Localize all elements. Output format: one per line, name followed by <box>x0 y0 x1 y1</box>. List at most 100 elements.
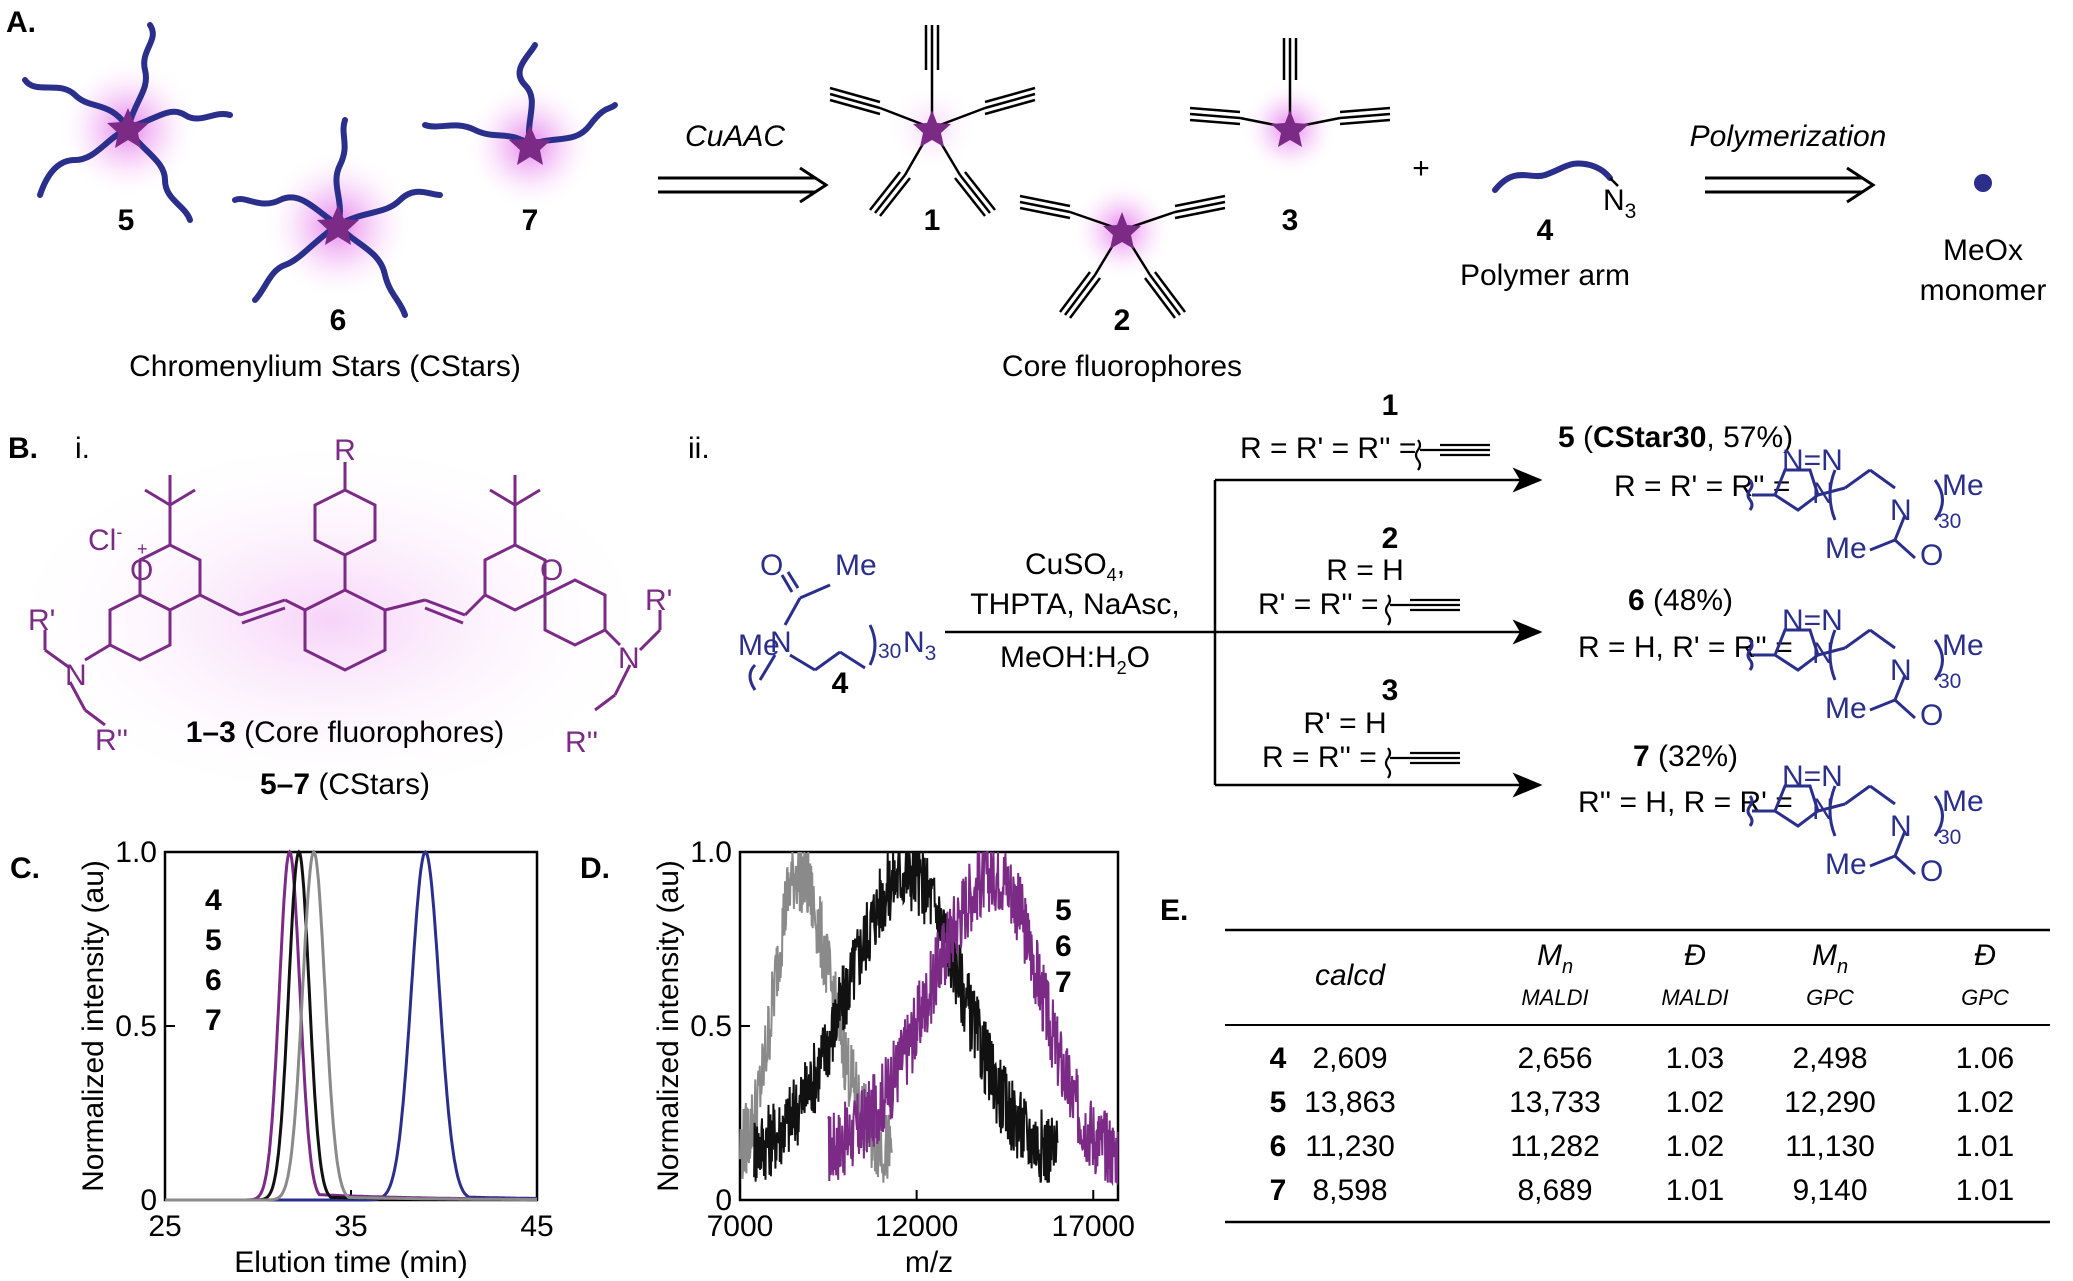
panel-b: B. i. ii. <box>0 389 1984 888</box>
panel-c-label: C. <box>10 852 40 885</box>
triazole-o: O <box>1920 539 1943 572</box>
x-axis-label: m/z <box>905 1246 953 1279</box>
star-id-7: 7 <box>522 204 539 237</box>
struct-r: R <box>334 434 356 467</box>
table-header: Mn <box>1812 939 1848 978</box>
branch-core-2: 2 <box>1382 522 1399 555</box>
legend-entry-5: 5 <box>205 924 222 957</box>
row-id: 5 <box>1270 1086 1287 1119</box>
reagent-n: N <box>770 626 792 659</box>
reagent-id-4: 4 <box>832 667 849 700</box>
row-id: 7 <box>1270 1174 1287 1207</box>
table-cell: 2,609 <box>1312 1042 1387 1075</box>
struct-cl: Cl- <box>88 522 122 557</box>
struct-caption-2: 5–7 (CStars) <box>260 768 430 801</box>
table-cell: 8,689 <box>1517 1174 1592 1207</box>
triazole-sub30: 30 <box>1938 826 1961 849</box>
triazole-me2: Me <box>1825 532 1867 565</box>
y-tick-label: 0 <box>715 1184 732 1217</box>
struct-r1-right: R' <box>645 584 672 617</box>
monomer-line1: MeOx <box>1943 234 2023 267</box>
reagent-me-top: Me <box>835 549 877 582</box>
cstar-7-graphic <box>422 42 618 210</box>
triazole-n3: N <box>1890 494 1912 527</box>
branch-core-3: 3 <box>1382 674 1399 707</box>
table-cell: 13,733 <box>1509 1086 1601 1119</box>
triazole-me: Me <box>1942 785 1984 818</box>
alkyne-glyph-2 <box>1384 594 1460 626</box>
panel-a-label: A. <box>6 6 36 39</box>
struct-caption-1: 1–3 (Core fluorophores) <box>186 716 505 749</box>
product-7-subst: R'' = H, R = R' = <box>1578 786 1793 819</box>
data-table: calcd Mn MALDI Đ MALDI Mn GPC Đ GPC 4 2,609 2,656 1.… <box>1270 939 2015 1207</box>
triazole-o: O <box>1920 699 1943 732</box>
struct-n-right: N <box>618 642 640 675</box>
x-tick-label: 35 <box>334 1210 367 1243</box>
table-cell: 1.02 <box>1666 1130 1724 1163</box>
core-id-2: 2 <box>1114 304 1131 337</box>
struct-o-plus: O <box>130 554 153 587</box>
branch-3-line1: R' = H <box>1303 707 1386 740</box>
x-tick-label: 12000 <box>875 1210 958 1243</box>
arm-id-4: 4 <box>1537 214 1554 247</box>
table-cell: 1.02 <box>1956 1086 2014 1119</box>
cuaac-label: CuAAC <box>685 120 785 153</box>
table-cell: 8,598 <box>1312 1174 1387 1207</box>
table-cell: 9,140 <box>1792 1174 1867 1207</box>
triazole-me: Me <box>1942 469 1984 502</box>
stars-caption: Chromenylium Stars (CStars) <box>129 350 521 383</box>
series-line-7 <box>165 849 537 1202</box>
core-structure: R Cl- O + O N N R' R'' R' R'' <box>0 434 672 805</box>
table-header-sub: MALDI <box>1521 985 1588 1010</box>
monomer-line2: monomer <box>1920 274 2047 307</box>
branch-core-1: 1 <box>1382 389 1399 422</box>
triazole-n2: N <box>1812 477 1834 510</box>
triazole-n: N=N <box>1782 760 1843 793</box>
x-axis-label: Elution time (min) <box>234 1246 467 1279</box>
y-tick-label: 0.5 <box>115 1010 157 1043</box>
struct-o: O <box>540 554 563 587</box>
table-header: calcd <box>1315 959 1386 992</box>
table-cell: 11,230 <box>1305 1130 1395 1163</box>
star-id-6: 6 <box>330 304 347 337</box>
table-cell: 1.01 <box>1666 1174 1724 1207</box>
triazole-group-5: N=N N N Me Me O 30 <box>1746 444 1984 572</box>
legend-entry-5: 5 <box>1055 894 1072 927</box>
y-axis-label: Normalized intensity (au) <box>77 860 110 1192</box>
product-6-subst: R = H, R' = R'' = <box>1578 631 1793 664</box>
table-row: 6 11,230 11,282 1.02 11,130 1.01 <box>1270 1130 2015 1163</box>
product-5-subst: R = R' = R'' = <box>1614 470 1790 503</box>
core-id-1: 1 <box>924 204 941 237</box>
reagent-4-structure: Me O N Me 30 N3 <box>738 549 936 691</box>
chart-d: 7000 12000 17000 0 0.5 1.0 m/z Normalized inten… <box>652 836 1135 1279</box>
legend-entry-6: 6 <box>205 964 222 997</box>
table-header-sub: GPC <box>1961 985 2009 1010</box>
alkyne-glyph-3 <box>1384 747 1460 779</box>
monomer-dot <box>1974 174 1992 192</box>
triazole-n: N=N <box>1782 604 1843 637</box>
panel-e-label: E. <box>1160 894 1188 927</box>
triazole-me2: Me <box>1825 848 1867 881</box>
table-cell: 11,282 <box>1510 1130 1600 1163</box>
condition-thpta: THPTA, NaAsc, <box>970 588 1179 621</box>
panel-a: A. 5 6 <box>6 6 2046 383</box>
table-cell: 1.01 <box>1956 1130 2014 1163</box>
triazole-o: O <box>1920 855 1943 888</box>
star-core-6 <box>317 205 359 245</box>
star-core-7 <box>509 125 551 165</box>
struct-plus: + <box>137 539 148 559</box>
table-header-sub: GPC <box>1806 985 1854 1010</box>
branch-1-line1: R = R' = R'' = <box>1240 432 1416 465</box>
series-line-6 <box>753 851 1059 1183</box>
struct-n-left: N <box>65 659 87 692</box>
alkyne-glyph-1 <box>1414 439 1490 471</box>
legend-entry-6: 6 <box>1055 930 1072 963</box>
y-tick-label: 1.0 <box>115 836 157 869</box>
y-tick-label: 0.5 <box>690 1010 732 1043</box>
table-cell: 12,290 <box>1784 1086 1876 1119</box>
table-header: Mn <box>1537 939 1573 978</box>
